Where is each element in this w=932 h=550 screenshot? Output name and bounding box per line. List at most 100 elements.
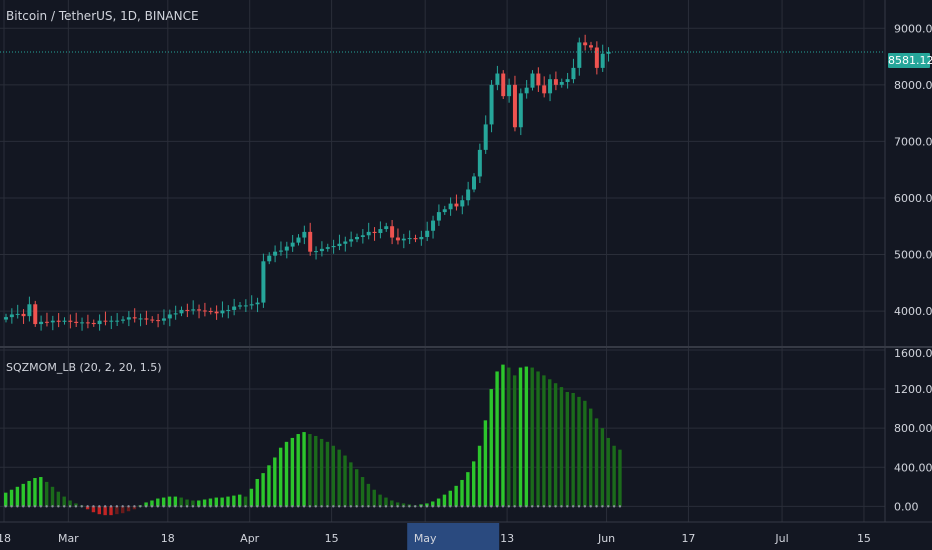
momentum-bar <box>548 379 552 507</box>
squeeze-dot <box>98 505 101 508</box>
momentum-bar <box>530 367 534 507</box>
candle-body <box>390 226 395 238</box>
candle-body <box>454 203 459 207</box>
squeeze-dot <box>536 505 540 508</box>
squeeze-dot <box>22 505 25 508</box>
squeeze-dot <box>103 505 107 508</box>
candle-body <box>150 319 155 321</box>
candle-body <box>553 79 558 85</box>
momentum-bar <box>472 461 476 507</box>
momentum-bar <box>524 366 529 507</box>
momentum-bar <box>220 497 224 507</box>
momentum-bar <box>91 506 96 513</box>
date-tick-label: Jul <box>774 532 788 545</box>
candle-body <box>4 317 8 320</box>
candle-body <box>360 235 365 237</box>
momentum-bar <box>214 497 218 507</box>
momentum-bar <box>536 371 540 507</box>
candle-body <box>331 246 336 248</box>
squeeze-dot <box>127 505 130 508</box>
candle-body <box>156 320 161 322</box>
momentum-bar <box>284 441 289 507</box>
candle-body <box>384 226 389 230</box>
squeeze-dot <box>402 505 405 508</box>
candle-body <box>466 189 471 201</box>
candle-body <box>401 238 406 241</box>
candle-body <box>460 200 465 207</box>
momentum-bar <box>4 492 8 507</box>
squeeze-dot <box>607 505 610 508</box>
candle-body <box>372 231 377 234</box>
candle-body <box>109 320 114 322</box>
candle-body <box>220 310 225 314</box>
candle-body <box>407 238 412 240</box>
squeeze-dot <box>414 505 417 508</box>
squeeze-dot <box>308 505 312 508</box>
candle-body <box>600 53 605 68</box>
squeeze-dot <box>408 505 411 508</box>
indicator-title: SQZMOM_LB (20, 2, 20, 1.5) <box>6 361 162 374</box>
candle-body <box>226 309 231 311</box>
squeeze-dot <box>16 505 19 508</box>
momentum-bar <box>27 480 31 507</box>
candle-body <box>472 176 476 190</box>
candle-body <box>548 79 553 94</box>
squeeze-dot <box>285 505 288 508</box>
momentum-bar <box>21 483 25 507</box>
momentum-bar <box>249 488 254 507</box>
momentum-bar <box>85 506 90 510</box>
momentum-bar <box>202 499 207 507</box>
squeeze-dot <box>425 505 429 508</box>
squeeze-dot <box>519 505 522 508</box>
candle-body <box>115 320 120 322</box>
squeeze-dot <box>226 505 230 508</box>
candle-body <box>132 317 137 319</box>
candle-body <box>395 237 400 241</box>
date-tick-label: Apr <box>240 532 260 545</box>
candle-body <box>308 231 313 252</box>
squeeze-dot <box>45 505 48 508</box>
momentum-bar <box>442 494 447 507</box>
momentum-bar <box>9 489 14 507</box>
momentum-bar <box>349 462 353 507</box>
candle-body <box>343 241 348 244</box>
momentum-bar <box>132 506 137 510</box>
squeeze-dot <box>454 505 458 508</box>
candle-body <box>583 42 588 46</box>
squeeze-dot <box>121 505 124 508</box>
candle-body <box>56 320 61 322</box>
candle-body <box>501 73 506 97</box>
squeeze-dot <box>62 505 66 508</box>
momentum-bar <box>571 392 575 507</box>
candle-body <box>21 313 26 317</box>
momentum-bar <box>448 490 452 507</box>
momentum-bar <box>290 437 295 507</box>
momentum-bar <box>150 500 154 507</box>
momentum-bar <box>156 498 160 507</box>
momentum-bar <box>355 469 359 507</box>
date-tick-label: 18 <box>161 532 175 545</box>
momentum-bar <box>278 447 283 507</box>
candle-body <box>366 231 371 236</box>
squeeze-dot <box>51 505 54 508</box>
candle-body <box>606 51 611 54</box>
squeeze-dot <box>507 505 510 508</box>
momentum-bar <box>384 497 388 507</box>
candle-body <box>565 79 570 83</box>
price-tick-label: 7000.00 <box>894 135 932 148</box>
squeeze-dot <box>256 505 259 508</box>
momentum-bar <box>483 420 488 507</box>
squeeze-dot <box>478 505 481 508</box>
candle-body <box>542 85 547 94</box>
squeeze-dot <box>39 505 42 508</box>
candle-body <box>255 302 260 305</box>
candle-body <box>208 311 213 313</box>
squeeze-dot <box>273 505 276 508</box>
candle-body <box>290 242 295 247</box>
candle-body <box>577 42 582 68</box>
momentum-bar <box>577 396 581 507</box>
squeeze-dot <box>419 505 423 508</box>
squeeze-dot <box>525 505 528 508</box>
candle-body <box>302 231 307 238</box>
